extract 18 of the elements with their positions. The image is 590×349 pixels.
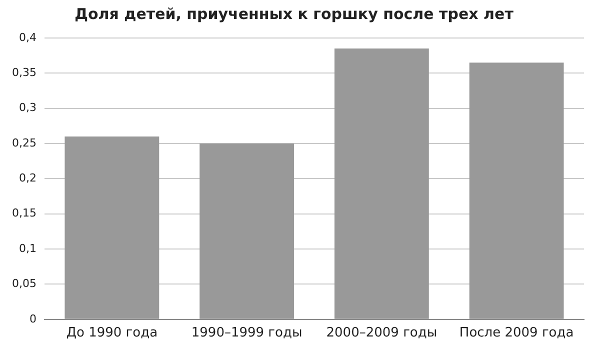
x-tick-label: 2000–2009 годы (326, 326, 438, 341)
y-tick-label: 0,15 (12, 206, 36, 220)
x-tick-label: До 1990 года (66, 326, 158, 341)
x-tick-label: После 2009 года (459, 326, 574, 341)
x-tick-label: 1990–1999 годы (191, 326, 302, 341)
bar (334, 48, 429, 319)
y-tick-label: 0,2 (18, 172, 36, 185)
y-tick-label: 0,3 (18, 101, 36, 114)
y-tick-label: 0,25 (12, 136, 36, 150)
y-tick-label: 0,4 (18, 30, 36, 44)
y-tick-label: 0 (29, 312, 36, 326)
chart-title: Доля детей, приученных к горшку после трех лет (74, 4, 514, 23)
bar (200, 144, 294, 319)
bar (469, 62, 564, 319)
y-tick-label: 0,35 (12, 66, 36, 80)
bar (64, 136, 160, 319)
y-tick-label: 0,05 (12, 277, 36, 290)
y-tick-label: 0,1 (18, 242, 36, 255)
